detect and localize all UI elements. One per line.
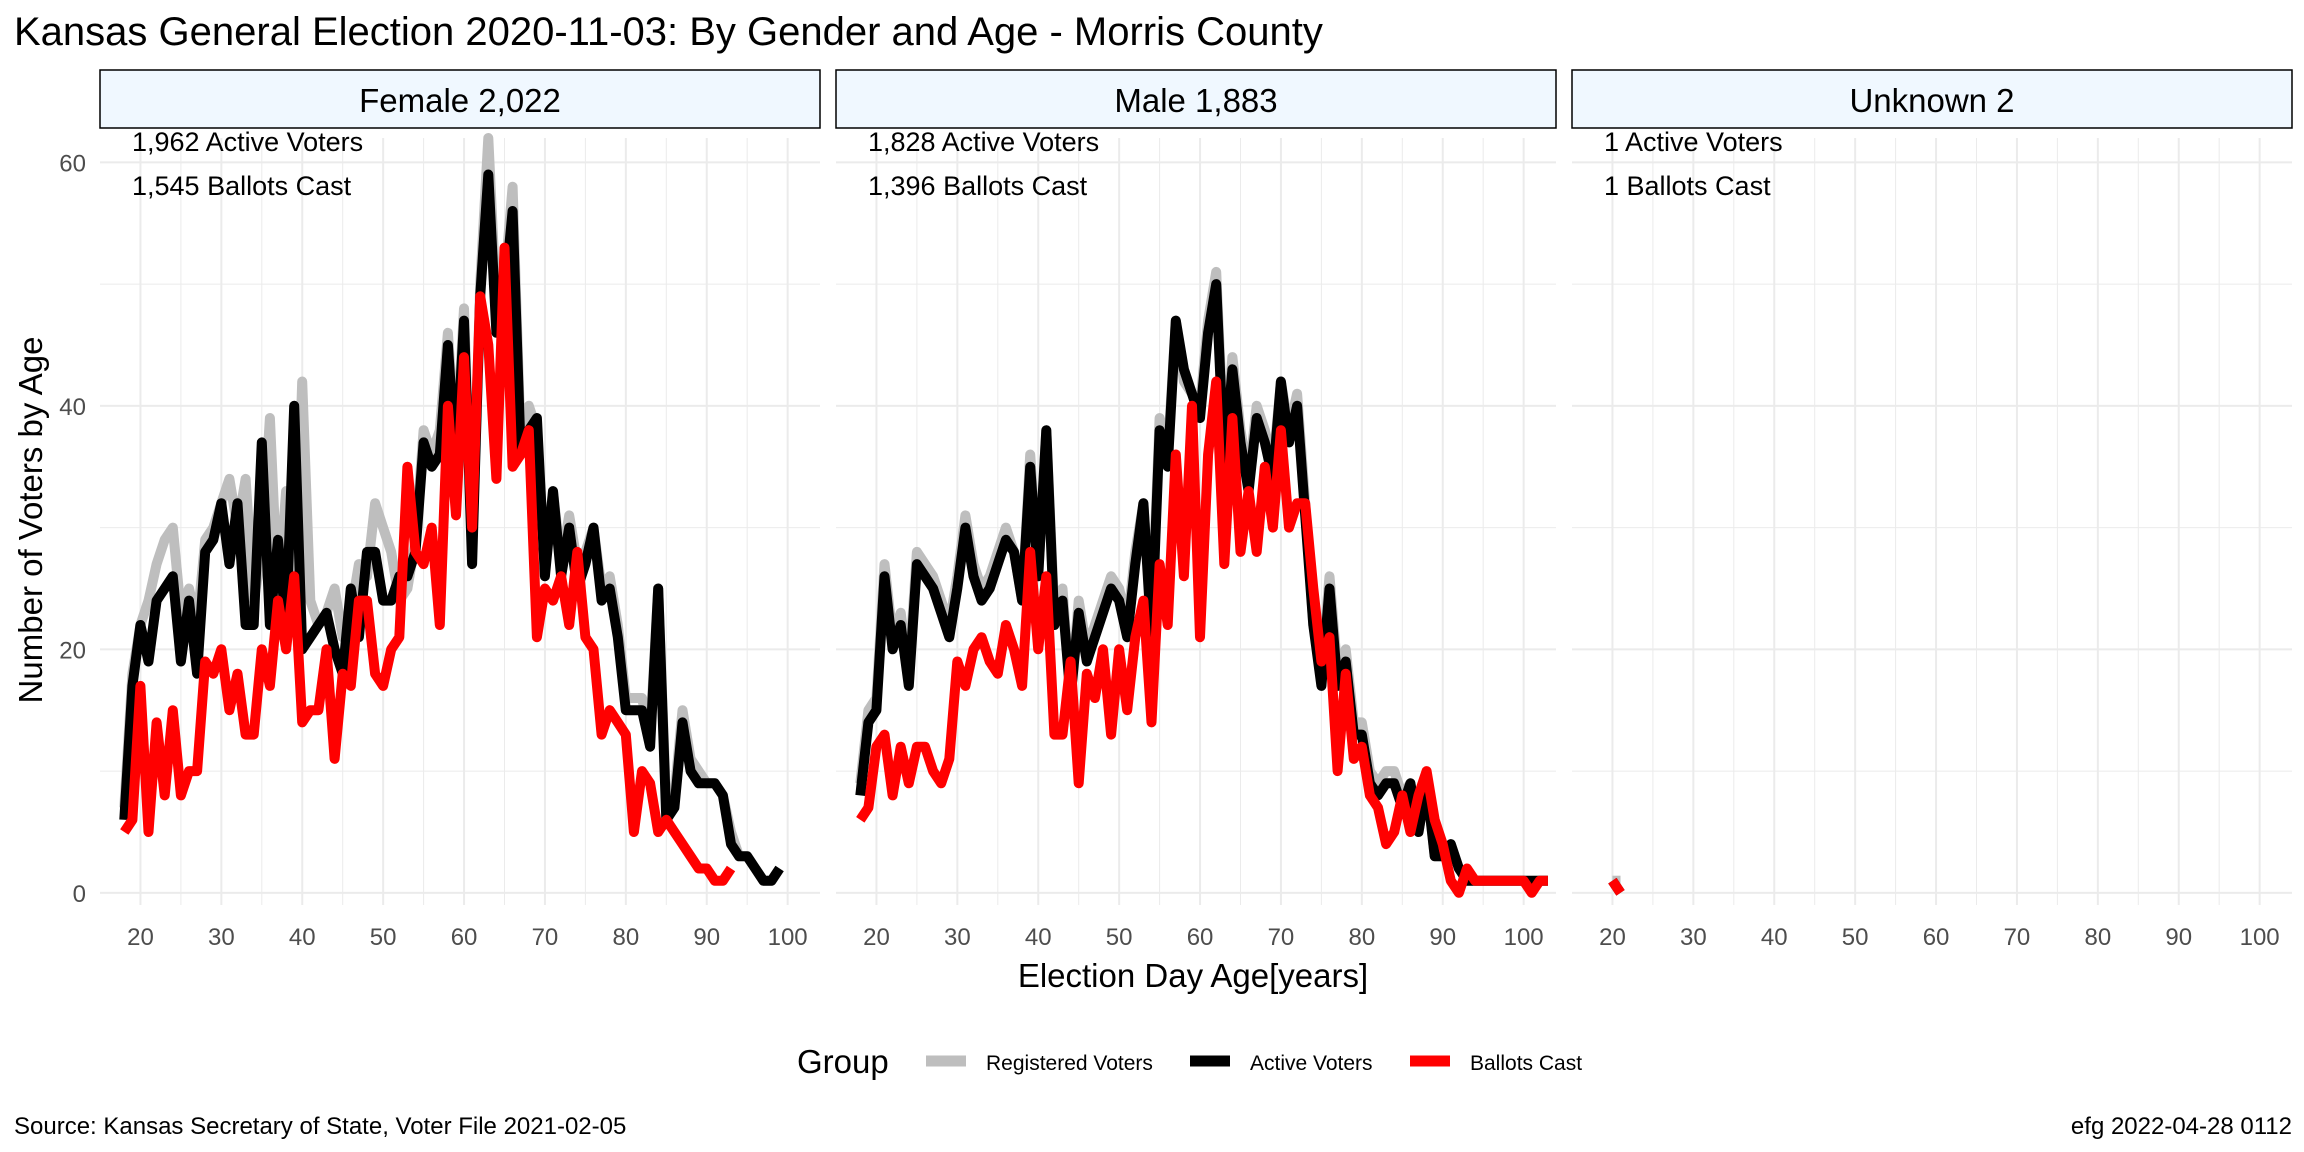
x-tick-label: 80	[2084, 924, 2111, 951]
x-tick-label: 100	[768, 924, 808, 951]
y-axis-label: Number of Voters by Age	[12, 337, 49, 704]
facet-strip-label: Female 2,022	[359, 82, 561, 119]
y-tick-label: 0	[73, 881, 86, 908]
x-tick-label: 20	[127, 924, 154, 951]
x-tick-label: 30	[1680, 924, 1707, 951]
facet-panel: Male 1,883 1,828 Active Voters 1,396 Ballo…	[835, 69, 1557, 951]
x-tick-label: 70	[1268, 924, 1295, 951]
chart-title: Kansas General Election 2020-11-03: By G…	[14, 10, 1323, 54]
y-axis-ticks: 0 20 40 60	[59, 150, 86, 907]
legend-item-label: Active Voters	[1250, 1052, 1373, 1075]
x-tick-label: 90	[693, 924, 720, 951]
legend: Group Registered Voters Active Voters Ball…	[797, 1043, 1582, 1080]
series-line	[856, 376, 1548, 898]
x-tick-label: 70	[532, 924, 559, 951]
x-tick-label: 100	[1504, 924, 1544, 951]
facet-panels: Female 2,022 1,962 Active Voters 1,545 Bal…	[99, 69, 2293, 951]
series-line	[120, 242, 736, 886]
panel-annotation: 1,396 Ballots Cast	[868, 171, 1088, 201]
panel-annotation: 1,545 Ballots Cast	[132, 171, 352, 201]
legend-item-label: Ballots Cast	[1470, 1052, 1582, 1075]
x-tick-label: 60	[451, 924, 478, 951]
x-tick-label: 60	[1187, 924, 1214, 951]
facet-panel: Female 2,022 1,962 Active Voters 1,545 Bal…	[99, 69, 821, 951]
facet-strip-label: Male 1,883	[1114, 82, 1277, 119]
legend-title: Group	[797, 1043, 889, 1080]
x-tick-label: 50	[370, 924, 397, 951]
panel-annotation: 1 Active Voters	[1604, 127, 1783, 157]
gridlines	[1572, 138, 2292, 905]
facet-strip	[1571, 69, 2293, 129]
panel-annotation: 1,828 Active Voters	[868, 127, 1099, 157]
source-note: Source: Kansas Secretary of State, Voter…	[14, 1113, 626, 1140]
facet-strip	[835, 69, 1557, 129]
x-tick-label: 20	[863, 924, 890, 951]
x-tick-label: 30	[944, 924, 971, 951]
x-tick-label: 20	[1599, 924, 1626, 951]
x-tick-label: 50	[1106, 924, 1133, 951]
x-tick-label: 80	[1348, 924, 1375, 951]
gridlines	[100, 138, 820, 905]
y-tick-label: 40	[59, 394, 86, 421]
y-tick-label: 60	[59, 150, 86, 177]
facet-strip-label: Unknown 2	[1849, 82, 2014, 119]
x-tick-label: 30	[208, 924, 235, 951]
series-line	[1608, 877, 1625, 896]
x-tick-label: 80	[612, 924, 639, 951]
credit-note: efg 2022-04-28 0112	[2071, 1113, 2292, 1140]
x-tick-label: 90	[1429, 924, 1456, 951]
x-tick-label: 70	[2004, 924, 2031, 951]
x-tick-label: 90	[2165, 924, 2192, 951]
x-tick-label: 40	[1761, 924, 1788, 951]
series-line	[855, 279, 1548, 886]
x-axis-label: Election Day Age[years]	[1018, 957, 1368, 994]
legend-items: Registered Voters Active Voters Ballots Ca…	[926, 1052, 1582, 1075]
x-tick-label: 100	[2240, 924, 2280, 951]
panel-annotation: 1,962 Active Voters	[132, 127, 363, 157]
x-tick-label: 40	[289, 924, 316, 951]
x-tick-label: 50	[1842, 924, 1869, 951]
y-tick-label: 20	[59, 637, 86, 664]
panel-annotation: 1 Ballots Cast	[1604, 171, 1771, 201]
facet-panel: Unknown 2 1 Active Voters 1 Ballots Cast 20…	[1571, 69, 2293, 951]
x-tick-label: 60	[1923, 924, 1950, 951]
facet-strip	[99, 69, 821, 129]
x-tick-label: 40	[1025, 924, 1052, 951]
legend-item-label: Registered Voters	[986, 1052, 1153, 1075]
